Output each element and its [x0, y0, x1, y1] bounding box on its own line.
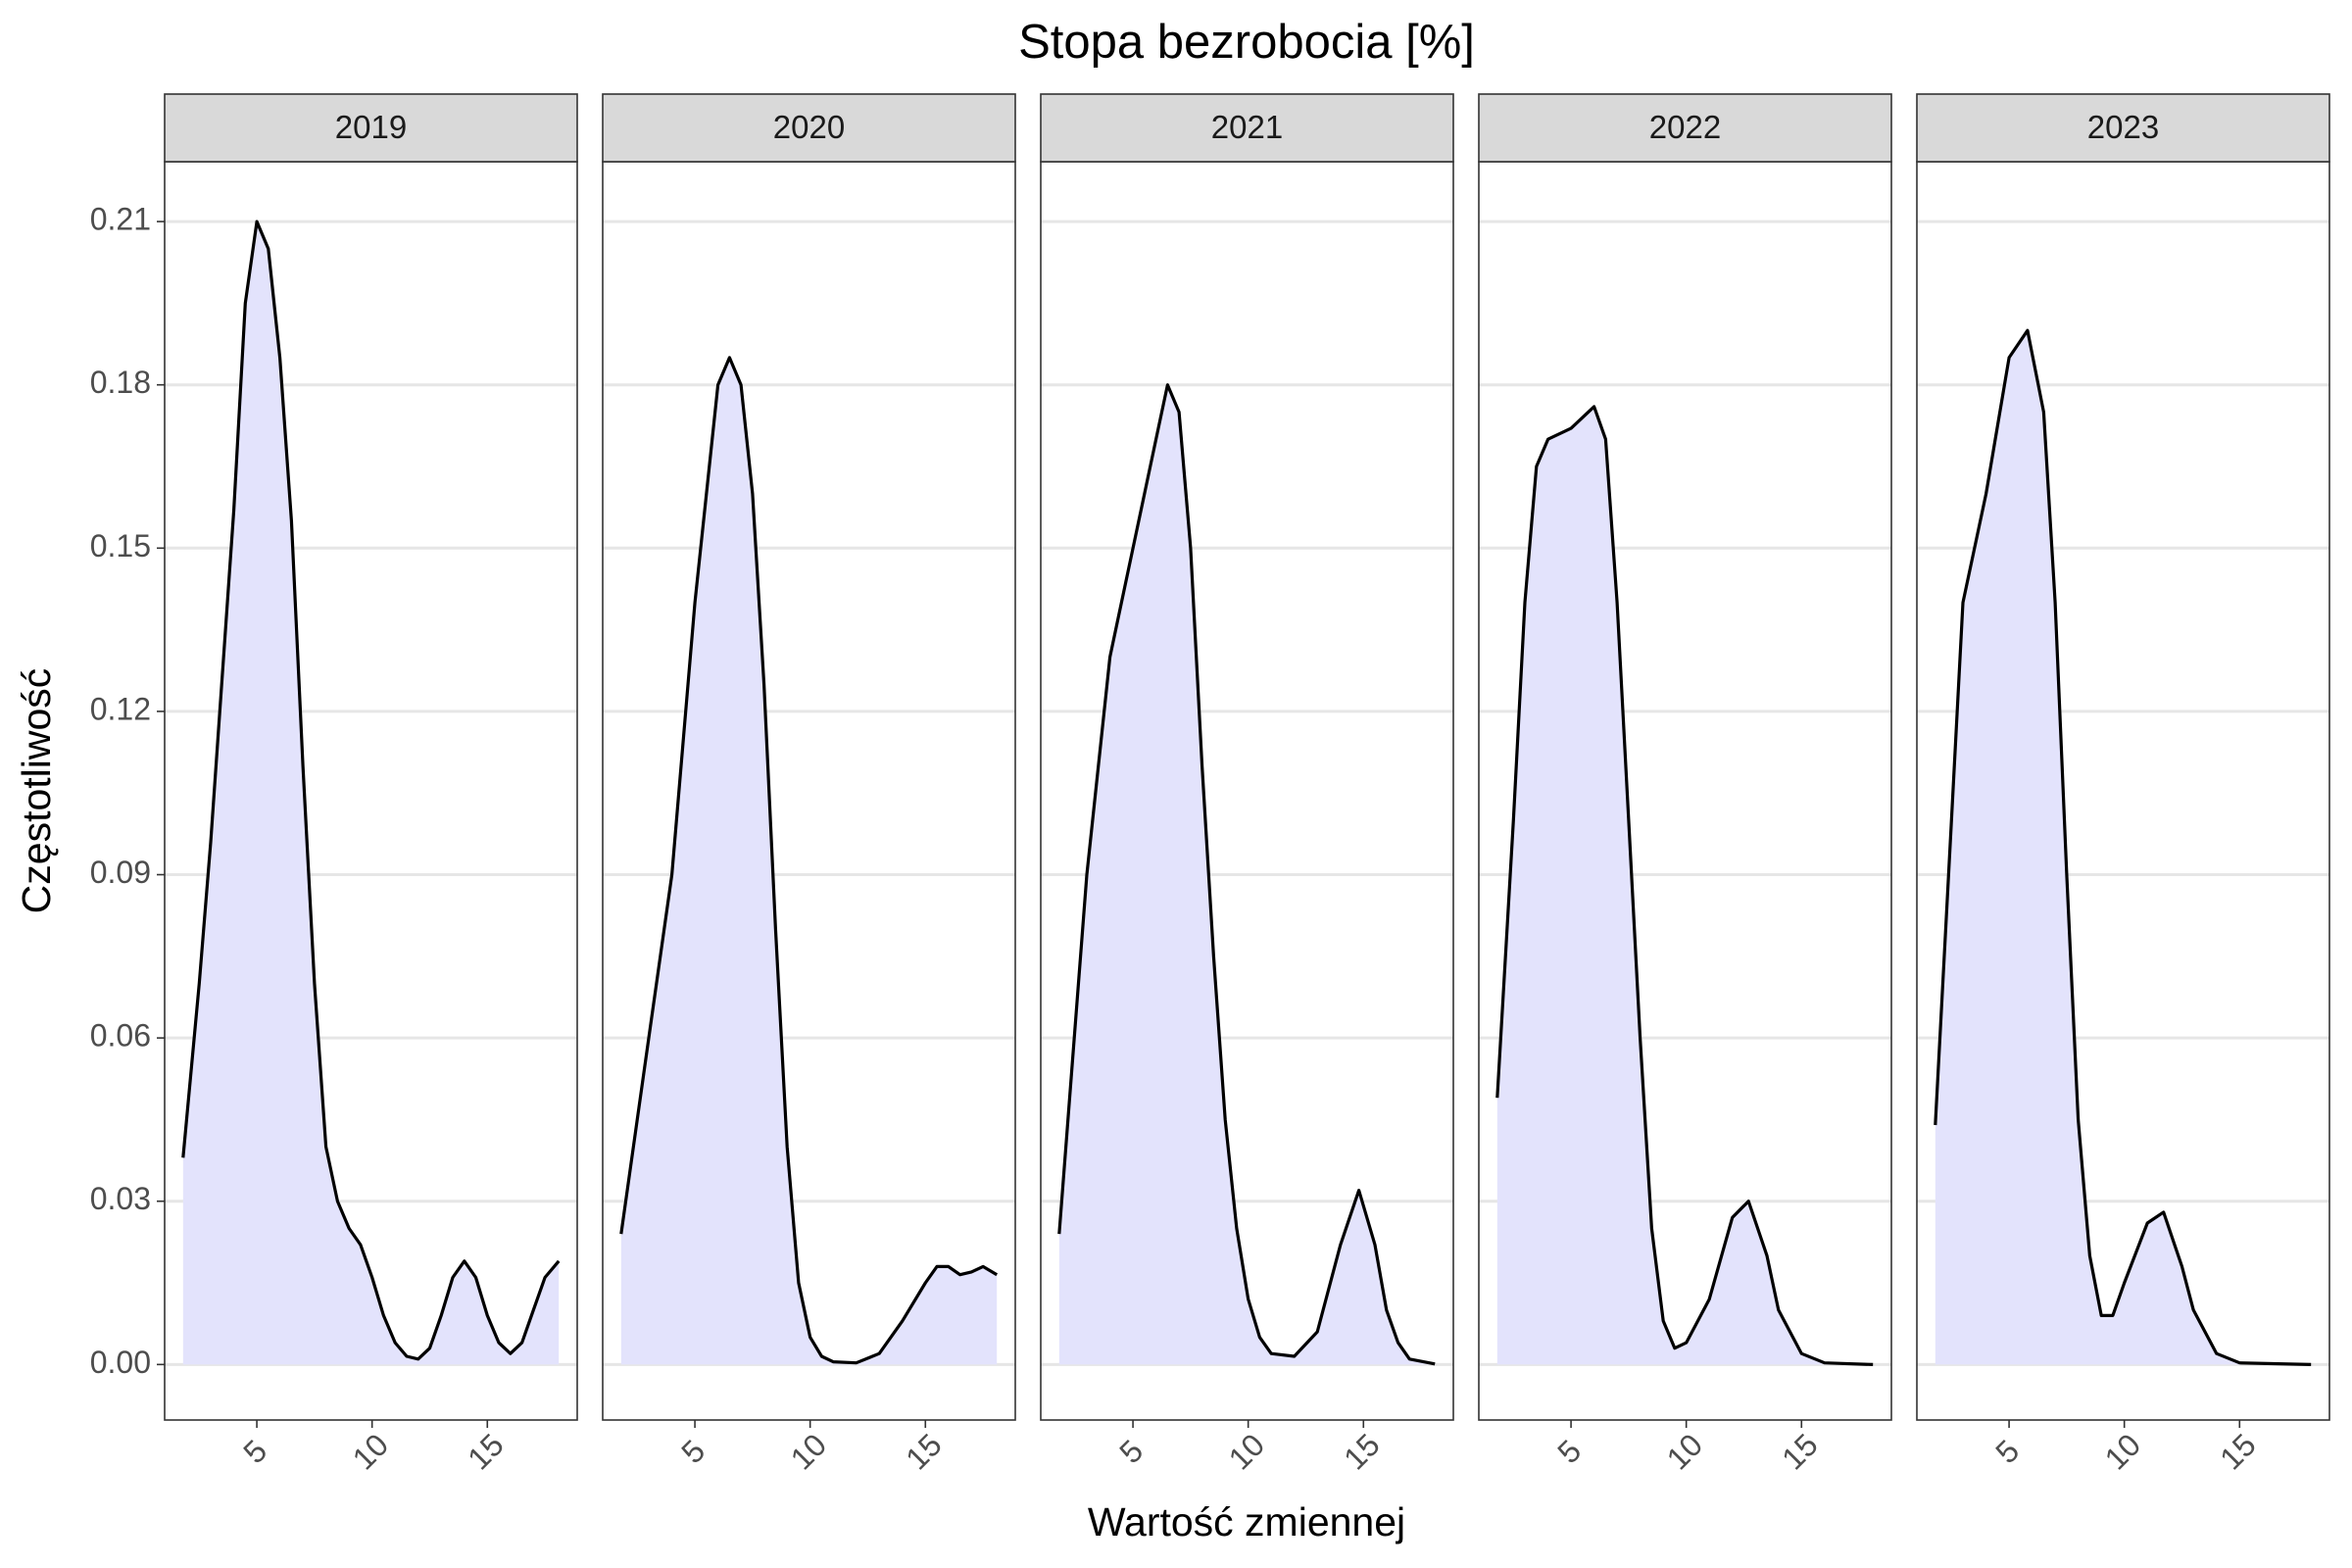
x-tick-label: 5 — [1550, 1433, 1588, 1470]
strip-label: 2022 — [1649, 109, 1721, 145]
x-tick-label: 15 — [1337, 1427, 1387, 1477]
x-tick-label: 15 — [899, 1427, 949, 1477]
y-tick-label: 0.06 — [90, 1018, 151, 1054]
density-area — [1058, 384, 1436, 1365]
y-tick-label: 0.00 — [90, 1345, 151, 1380]
x-tick-label: 5 — [1112, 1433, 1150, 1470]
x-tick-label: 10 — [784, 1427, 834, 1477]
y-tick-label: 0.15 — [90, 528, 151, 564]
strip-label: 2019 — [335, 109, 407, 145]
x-axis-label: Wartość zmiennej — [1088, 1499, 1405, 1544]
x-tick-label: 10 — [346, 1427, 396, 1477]
y-tick-label: 0.18 — [90, 365, 151, 400]
y-tick-label: 0.21 — [90, 202, 151, 237]
strip-label: 2023 — [2087, 109, 2159, 145]
strip-label: 2021 — [1211, 109, 1283, 145]
x-tick-label: 5 — [236, 1433, 273, 1470]
density-line — [1934, 328, 2312, 1366]
x-tick-label: 15 — [1775, 1427, 1825, 1477]
chart-title: Stopa bezrobocia [%] — [1018, 16, 1475, 69]
x-tick-label: 5 — [674, 1433, 711, 1470]
strip — [164, 93, 578, 163]
density-line — [181, 220, 561, 1361]
strip — [602, 93, 1016, 163]
strip — [1916, 93, 2330, 163]
y-tick-label: 0.09 — [90, 855, 151, 890]
density-area — [182, 221, 560, 1365]
x-tick-label: 15 — [2213, 1427, 2263, 1477]
density-line — [1495, 405, 1874, 1366]
density-line — [619, 356, 999, 1365]
x-tick-label: 5 — [1988, 1433, 2026, 1470]
y-tick-label: 0.03 — [90, 1181, 151, 1216]
y-axis-label: Częstotliwość — [14, 668, 59, 914]
x-tick-label: 15 — [461, 1427, 511, 1477]
strip — [1040, 93, 1454, 163]
x-tick-label: 10 — [2098, 1427, 2148, 1477]
x-tick-label: 10 — [1660, 1427, 1710, 1477]
x-tick-label: 10 — [1222, 1427, 1272, 1477]
strip-label: 2020 — [773, 109, 845, 145]
y-tick-label: 0.12 — [90, 691, 151, 726]
density-area — [1496, 406, 1874, 1365]
density-area — [620, 357, 998, 1365]
density-area — [1935, 330, 2312, 1365]
strip — [1478, 93, 1892, 163]
density-line — [1057, 383, 1436, 1366]
